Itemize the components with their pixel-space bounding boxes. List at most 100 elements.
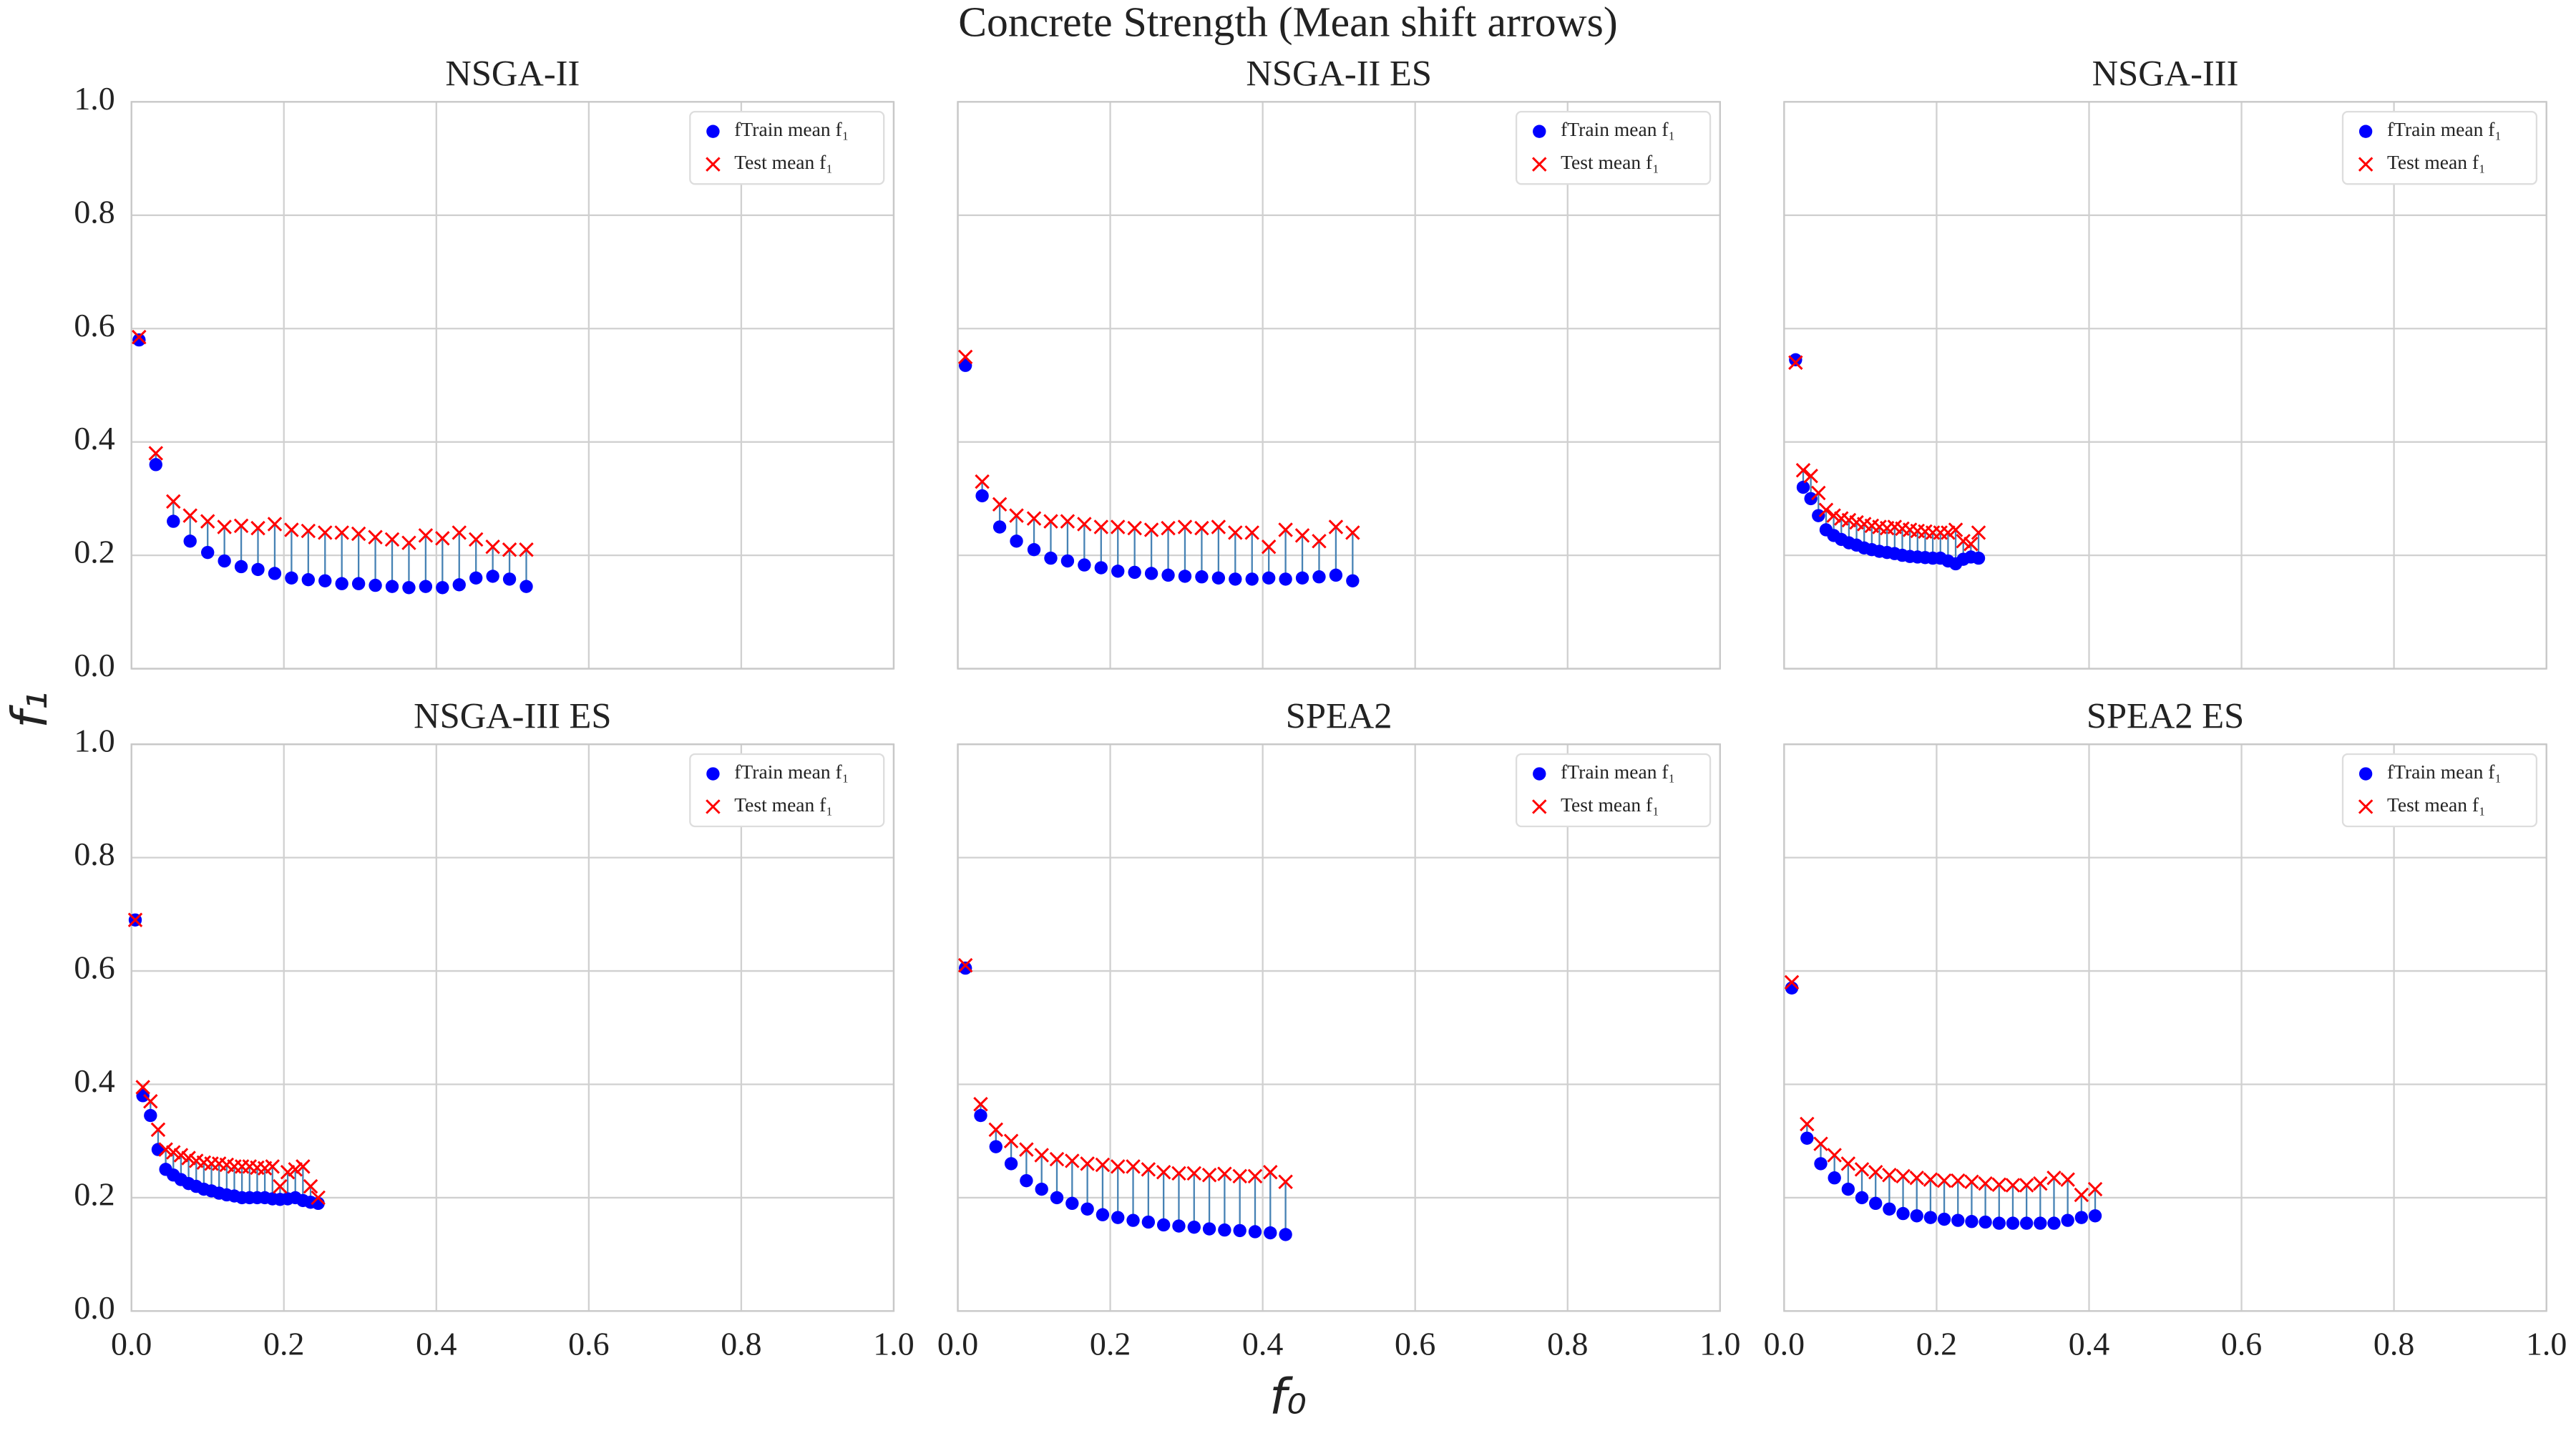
train-point bbox=[1020, 1173, 1033, 1188]
test-point bbox=[166, 1145, 181, 1160]
train-point bbox=[1211, 571, 1226, 585]
test-point bbox=[265, 1159, 280, 1174]
legend-marker bbox=[2358, 157, 2373, 172]
x-tick-label: 0.8 bbox=[1547, 1325, 1588, 1362]
train-point bbox=[218, 554, 231, 568]
train-point bbox=[351, 577, 366, 590]
test-point bbox=[1026, 511, 1042, 526]
legend-label: fTrain mean f₁ bbox=[734, 118, 849, 140]
train-point bbox=[1264, 1226, 1277, 1240]
test-point bbox=[1263, 1165, 1278, 1180]
test-point bbox=[1126, 1159, 1141, 1174]
train-point bbox=[1814, 1157, 1828, 1171]
test-point bbox=[132, 329, 147, 345]
test-point bbox=[148, 446, 164, 461]
test-point bbox=[182, 508, 197, 523]
legend-marker bbox=[706, 124, 720, 138]
test-point bbox=[1896, 1168, 1911, 1184]
train-point bbox=[1329, 568, 1343, 582]
test-point bbox=[1143, 522, 1159, 537]
test-point bbox=[311, 1190, 326, 1206]
test-point bbox=[1049, 1151, 1065, 1167]
test-point bbox=[1854, 1162, 1870, 1177]
train-point bbox=[301, 572, 316, 587]
train-point bbox=[1883, 1202, 1896, 1216]
x-tick-label: 0.2 bbox=[1916, 1325, 1957, 1362]
test-point bbox=[1956, 534, 1971, 549]
legend-label: fTrain mean f₁ bbox=[1561, 118, 1675, 140]
test-point bbox=[1177, 519, 1193, 534]
legend-marker bbox=[706, 799, 721, 814]
test-point bbox=[502, 542, 517, 557]
test-point bbox=[368, 529, 383, 545]
test-point bbox=[1964, 1174, 1979, 1189]
train-point bbox=[234, 560, 248, 574]
y-tick-label: 0.0 bbox=[74, 1289, 114, 1326]
legend-label: Test mean f₁ bbox=[2387, 151, 2486, 173]
legend-box bbox=[1515, 753, 1712, 828]
panel-title: NSGA-III ES bbox=[414, 695, 611, 736]
train-point bbox=[1248, 1225, 1262, 1239]
train-point bbox=[1841, 1182, 1855, 1196]
legend-label: fTrain mean f₁ bbox=[1561, 761, 1675, 783]
test-point bbox=[1827, 1148, 1842, 1163]
legend-label: Test mean f₁ bbox=[2387, 793, 2486, 816]
train-point bbox=[1992, 1216, 2006, 1230]
x-tick-label: 1.0 bbox=[873, 1325, 914, 1362]
test-point bbox=[158, 1142, 173, 1157]
train-point bbox=[318, 574, 332, 587]
train-point bbox=[167, 514, 180, 528]
train-point bbox=[151, 1143, 165, 1156]
test-point bbox=[2033, 1176, 2048, 1191]
x-tick-label: 0.0 bbox=[937, 1325, 978, 1362]
test-point bbox=[1800, 1116, 1815, 1132]
legend-label: Test mean f₁ bbox=[734, 793, 833, 816]
test-point bbox=[166, 494, 181, 509]
test-point bbox=[1228, 525, 1243, 540]
test-point bbox=[1971, 525, 1986, 540]
train-point bbox=[1971, 551, 1986, 565]
legend-marker bbox=[2358, 124, 2373, 138]
train-point bbox=[2019, 1216, 2034, 1230]
y-tick-label: 0.8 bbox=[74, 193, 114, 230]
x-tick-label: 0.6 bbox=[1395, 1325, 1435, 1362]
test-point bbox=[1312, 534, 1327, 549]
test-point bbox=[468, 532, 484, 547]
x-tick-label: 0.4 bbox=[1242, 1325, 1283, 1362]
train-point bbox=[1050, 1191, 1064, 1205]
train-point bbox=[1855, 1191, 1869, 1205]
train-point bbox=[1245, 572, 1259, 586]
test-point bbox=[1232, 1168, 1247, 1184]
train-point bbox=[1828, 1171, 1841, 1185]
test-point bbox=[1803, 468, 1818, 484]
test-point bbox=[1909, 1170, 1924, 1186]
x-tick-label: 0.4 bbox=[2069, 1325, 2109, 1362]
plot-frame bbox=[1783, 743, 2547, 1312]
test-point bbox=[267, 517, 283, 532]
test-point bbox=[2005, 1178, 2021, 1193]
train-point bbox=[1156, 1218, 1171, 1232]
train-point bbox=[436, 581, 449, 595]
train-point bbox=[1279, 1228, 1292, 1241]
test-point bbox=[1127, 520, 1142, 536]
train-point bbox=[1126, 1213, 1140, 1227]
panel-title: SPEA2 bbox=[1286, 695, 1392, 736]
train-point bbox=[992, 520, 1007, 534]
train-point bbox=[1065, 1196, 1079, 1211]
train-point bbox=[989, 1140, 1002, 1153]
legend-marker bbox=[2358, 767, 2373, 781]
panel: SPEA2 0.0 0.2 0.4 0.6 0.8 1.0 fTrain mean f₁ Tes… bbox=[937, 695, 1741, 1362]
test-point bbox=[135, 1080, 150, 1095]
legend-label: Test mean f₁ bbox=[1561, 151, 1659, 173]
train-point bbox=[1161, 568, 1175, 582]
test-point bbox=[1110, 519, 1126, 534]
x-tick-label: 0.6 bbox=[568, 1325, 609, 1362]
legend-marker bbox=[706, 157, 721, 172]
test-point bbox=[1156, 1165, 1171, 1180]
test-point bbox=[1784, 975, 1800, 990]
train-point bbox=[183, 534, 197, 548]
legend-marker bbox=[1533, 124, 1546, 138]
panel-title: NSGA-II ES bbox=[1246, 54, 1431, 94]
legend-label: fTrain mean f₁ bbox=[734, 761, 849, 783]
train-point bbox=[1804, 492, 1818, 506]
